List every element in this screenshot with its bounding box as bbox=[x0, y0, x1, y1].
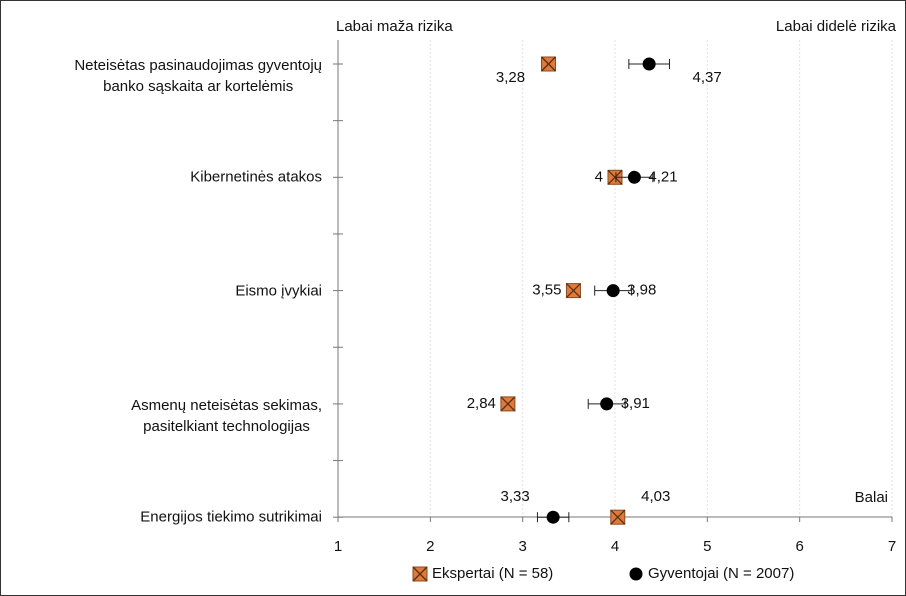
x-tick-label: 5 bbox=[703, 538, 711, 555]
y-tick-label: Kibernetinės atakos bbox=[190, 168, 322, 186]
top-left-label: Labai maža rizika bbox=[336, 18, 453, 35]
x-tick-label: 2 bbox=[426, 538, 434, 555]
x-axis-label: Balai bbox=[855, 489, 888, 506]
x-tick-label: 7 bbox=[888, 538, 896, 555]
marker bbox=[600, 397, 614, 411]
marker bbox=[565, 283, 581, 299]
x-tick-label: 4 bbox=[611, 538, 619, 555]
data-label: 3,98 bbox=[627, 282, 656, 299]
data-label: 3,91 bbox=[621, 395, 650, 412]
y-tick-label: Eismo įvykiai bbox=[235, 282, 322, 300]
marker bbox=[642, 57, 656, 71]
y-tick-label: Neteisėtas pasinaudojimas gyventojų bank… bbox=[74, 57, 322, 95]
y-tick-label: Asmenų neteisėtas sekimas, pasitelkiant … bbox=[131, 396, 322, 435]
data-label: 4,03 bbox=[641, 488, 670, 505]
data-label: 3,33 bbox=[501, 488, 530, 505]
marker bbox=[606, 284, 620, 298]
top-right-label: Labai didelė rizika bbox=[776, 18, 897, 35]
marker bbox=[627, 170, 641, 184]
data-label: 3,28 bbox=[496, 69, 525, 86]
marker bbox=[541, 56, 557, 72]
x-tick-label: 6 bbox=[795, 538, 803, 555]
legend-label: Ekspertai (N = 58) bbox=[432, 565, 553, 582]
y-tick-label: Energijos tiekimo sutrikimai bbox=[140, 508, 322, 526]
data-label: 2,84 bbox=[467, 395, 496, 412]
data-label: 4 bbox=[595, 168, 603, 185]
marker bbox=[500, 396, 516, 412]
marker bbox=[412, 566, 428, 582]
x-tick-label: 3 bbox=[518, 538, 526, 555]
data-label: 3,55 bbox=[532, 282, 561, 299]
data-label: 4,37 bbox=[693, 69, 722, 86]
marker bbox=[629, 567, 643, 581]
marker bbox=[546, 510, 560, 524]
data-label: 4,21 bbox=[648, 168, 677, 185]
marker bbox=[610, 509, 626, 525]
x-tick-label: 1 bbox=[334, 538, 342, 555]
legend-label: Gyventojai (N = 2007) bbox=[648, 565, 794, 582]
